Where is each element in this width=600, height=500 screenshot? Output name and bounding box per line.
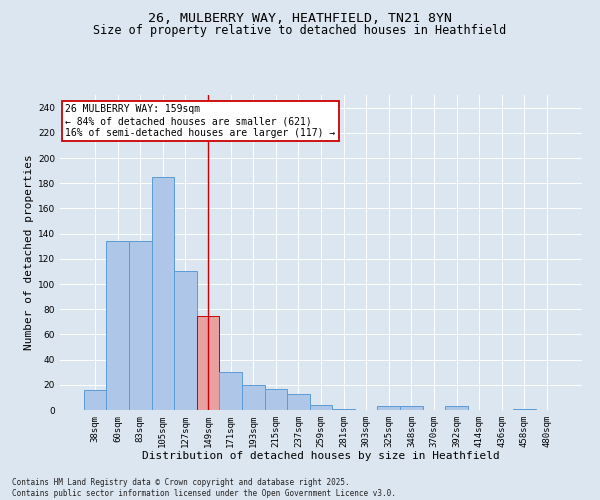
Bar <box>265 388 287 410</box>
Text: Contains HM Land Registry data © Crown copyright and database right 2025.
Contai: Contains HM Land Registry data © Crown c… <box>12 478 396 498</box>
Text: Size of property relative to detached houses in Heathfield: Size of property relative to detached ho… <box>94 24 506 37</box>
Bar <box>287 394 310 410</box>
Text: 26, MULBERRY WAY, HEATHFIELD, TN21 8YN: 26, MULBERRY WAY, HEATHFIELD, TN21 8YN <box>148 12 452 26</box>
Bar <box>242 385 265 410</box>
Bar <box>513 408 536 410</box>
Text: 26 MULBERRY WAY: 159sqm
← 84% of detached houses are smaller (621)
16% of semi-d: 26 MULBERRY WAY: 159sqm ← 84% of detache… <box>65 104 335 138</box>
Bar <box>310 405 332 410</box>
Bar <box>152 177 174 410</box>
Bar <box>400 406 422 410</box>
Bar <box>106 241 129 410</box>
Bar <box>220 372 242 410</box>
X-axis label: Distribution of detached houses by size in Heathfield: Distribution of detached houses by size … <box>142 452 500 462</box>
Bar <box>332 408 355 410</box>
Bar <box>445 406 468 410</box>
Bar <box>84 390 106 410</box>
Y-axis label: Number of detached properties: Number of detached properties <box>24 154 34 350</box>
Bar <box>197 316 220 410</box>
Bar <box>174 272 197 410</box>
Bar <box>129 241 152 410</box>
Bar <box>377 406 400 410</box>
